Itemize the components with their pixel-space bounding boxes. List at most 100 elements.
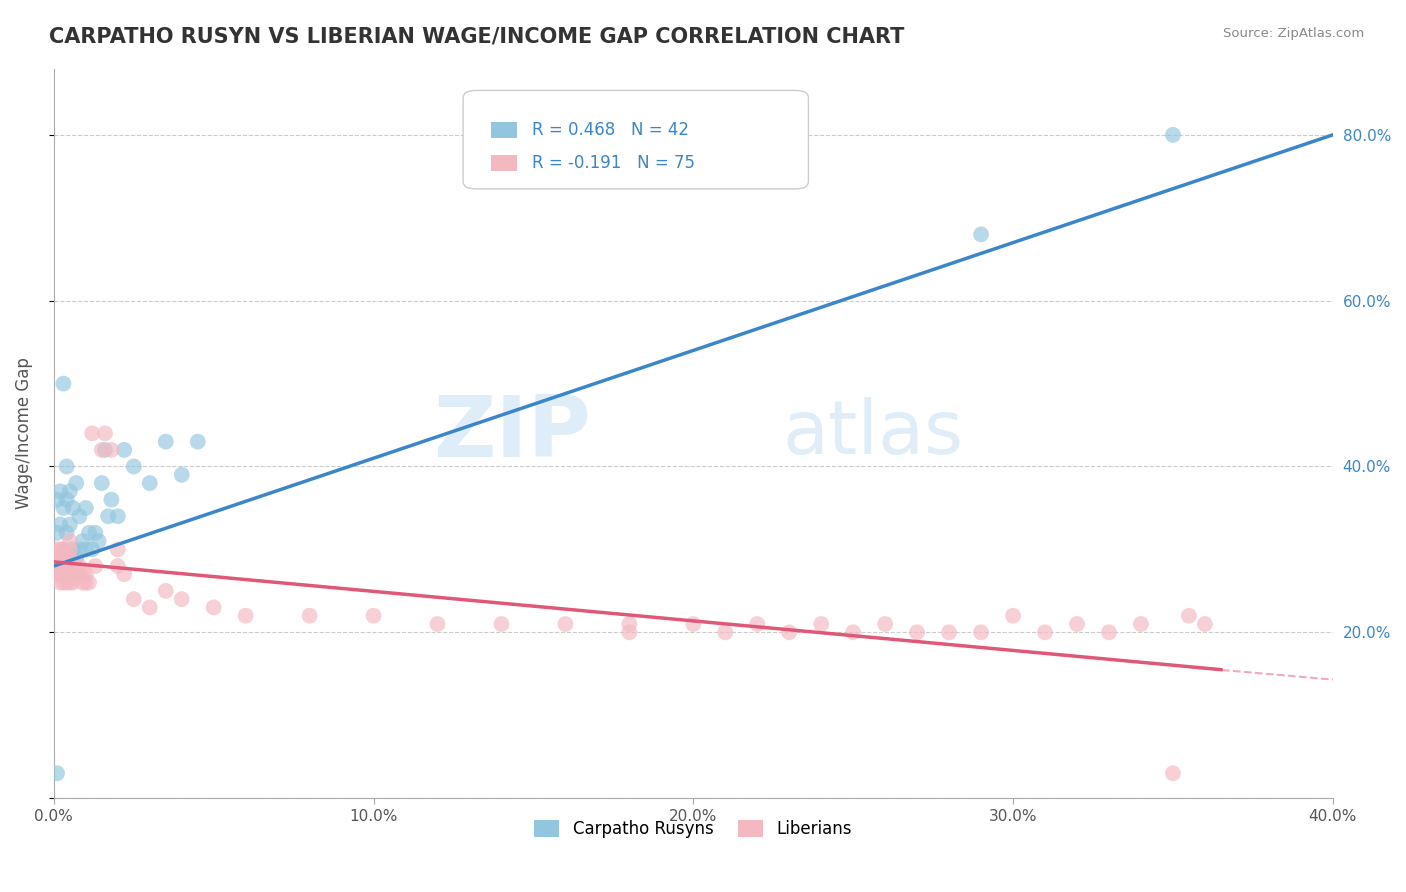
FancyBboxPatch shape — [463, 90, 808, 189]
Point — [155, 583, 177, 598]
Point — [905, 625, 928, 640]
Point — [67, 567, 90, 582]
Point — [94, 442, 117, 457]
Text: atlas: atlas — [783, 397, 965, 470]
Text: CARPATHO RUSYN VS LIBERIAN WAGE/INCOME GAP CORRELATION CHART: CARPATHO RUSYN VS LIBERIAN WAGE/INCOME G… — [49, 27, 904, 46]
Point — [94, 426, 117, 441]
Point — [112, 442, 135, 457]
Point — [52, 575, 75, 590]
Point — [139, 476, 162, 491]
Point — [187, 434, 209, 449]
Point — [1002, 608, 1025, 623]
Point — [46, 550, 69, 565]
Point — [52, 567, 75, 582]
Point — [1178, 608, 1201, 623]
Point — [682, 617, 704, 632]
Point — [1161, 766, 1184, 780]
Point — [65, 550, 87, 565]
Point — [55, 567, 77, 582]
Point — [75, 542, 97, 557]
Point — [55, 492, 77, 507]
Point — [46, 766, 69, 780]
Point — [67, 542, 90, 557]
Point — [170, 592, 193, 607]
Point — [155, 434, 177, 449]
Text: R = 0.468   N = 42: R = 0.468 N = 42 — [531, 120, 689, 138]
Point — [82, 426, 104, 441]
Point — [235, 608, 257, 623]
Point — [49, 567, 72, 582]
Point — [298, 608, 321, 623]
Point — [87, 534, 110, 549]
Bar — [491, 121, 516, 137]
Point — [46, 492, 69, 507]
Point — [875, 617, 897, 632]
Point — [59, 550, 82, 565]
Point — [52, 376, 75, 391]
Point — [100, 442, 122, 457]
Point — [46, 567, 69, 582]
Point — [55, 459, 77, 474]
Point — [122, 592, 145, 607]
Point — [55, 575, 77, 590]
Point — [90, 442, 112, 457]
Point — [49, 575, 72, 590]
Point — [970, 227, 993, 242]
Point — [1194, 617, 1216, 632]
Point — [778, 625, 800, 640]
Point — [107, 542, 129, 557]
Point — [49, 484, 72, 499]
Point — [122, 459, 145, 474]
Point — [426, 617, 449, 632]
Point — [170, 467, 193, 482]
Point — [59, 542, 82, 557]
Point — [46, 525, 69, 540]
Point — [714, 625, 737, 640]
Point — [747, 617, 769, 632]
Point — [84, 559, 107, 574]
Point — [46, 542, 69, 557]
Point — [842, 625, 865, 640]
Point — [82, 542, 104, 557]
Point — [62, 567, 84, 582]
Point — [938, 625, 960, 640]
Point — [59, 575, 82, 590]
Point — [52, 542, 75, 557]
Point — [49, 550, 72, 565]
Point — [55, 559, 77, 574]
Point — [65, 567, 87, 582]
Legend: Carpatho Rusyns, Liberians: Carpatho Rusyns, Liberians — [527, 813, 859, 845]
Point — [46, 559, 69, 574]
Point — [52, 500, 75, 515]
Point — [112, 567, 135, 582]
Point — [55, 525, 77, 540]
Point — [202, 600, 225, 615]
Point — [67, 509, 90, 524]
Point — [62, 542, 84, 557]
Point — [49, 550, 72, 565]
Point — [77, 575, 100, 590]
Text: ZIP: ZIP — [433, 392, 591, 475]
Point — [55, 559, 77, 574]
Point — [75, 567, 97, 582]
Point — [67, 559, 90, 574]
Point — [65, 476, 87, 491]
Point — [62, 559, 84, 574]
Point — [363, 608, 385, 623]
Point — [49, 559, 72, 574]
Point — [554, 617, 576, 632]
Point — [619, 625, 641, 640]
Point — [52, 542, 75, 557]
Point — [100, 492, 122, 507]
Point — [107, 559, 129, 574]
Point — [1033, 625, 1056, 640]
Point — [491, 617, 513, 632]
Point — [59, 534, 82, 549]
Point — [49, 542, 72, 557]
Point — [49, 517, 72, 532]
Point — [75, 575, 97, 590]
Y-axis label: Wage/Income Gap: Wage/Income Gap — [15, 358, 32, 509]
Point — [970, 625, 993, 640]
Text: Source: ZipAtlas.com: Source: ZipAtlas.com — [1223, 27, 1364, 40]
Point — [59, 567, 82, 582]
